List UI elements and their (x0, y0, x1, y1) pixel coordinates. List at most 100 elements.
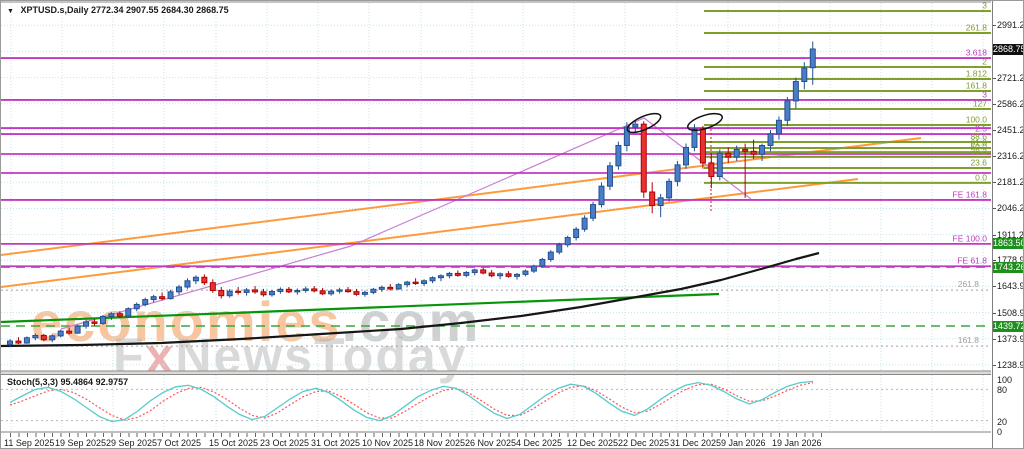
stoch-signal-line (9, 382, 814, 421)
candle (488, 269, 495, 278)
price-axis-label: 2586.20 (997, 98, 1023, 109)
time-axis-label: 31 Dec 2025 (670, 438, 722, 448)
candle (683, 143, 689, 169)
candle (623, 122, 630, 152)
stoch-scale-label: 100 (997, 375, 1013, 385)
time-axis-label: 10 Nov 2025 (362, 438, 414, 448)
time-axis-label: 18 Nov 2025 (414, 438, 466, 448)
time-axis-label: 11 Sep 2025 (4, 438, 55, 448)
candle (192, 275, 199, 285)
time-axis-label: 19 Jan 2026 (772, 438, 822, 448)
candle (252, 286, 259, 294)
candle (437, 274, 444, 282)
ohlc-values: 2772.34 2907.55 2684.30 2868.75 (91, 5, 229, 15)
price-axis-label: 1238.90 (997, 359, 1023, 370)
candle (268, 289, 275, 297)
candle (142, 297, 149, 307)
candle (792, 77, 799, 109)
stochastic-indicator-label: Stoch(5,3,3) 95.4864 92.9757 (7, 377, 129, 387)
price-axis-label: 2181.20 (997, 177, 1023, 188)
fib-level-olive-label: 38.2 (970, 146, 987, 156)
time-axis-label: 4 Dec 2025 (516, 438, 563, 448)
candle (7, 339, 13, 348)
candle (632, 120, 639, 132)
fib-level-gray-label: 161.8 (958, 335, 980, 345)
candle (125, 307, 132, 318)
candle (421, 279, 428, 287)
candle (471, 268, 478, 276)
candle (480, 267, 487, 275)
candle (277, 287, 284, 294)
candle (159, 292, 166, 301)
fib-level-gray-label: 261.8 (958, 279, 980, 289)
candle (387, 284, 394, 291)
candle (57, 329, 64, 338)
candle (311, 286, 318, 293)
candle (547, 250, 554, 262)
candle (345, 286, 351, 293)
symbol-period-label: XPTUSD.s,Daily (20, 5, 89, 15)
price-axis[interactable]: 2991.20 2721.20 2586.20 2451.20 2316.20 2181.… (992, 1, 1024, 437)
fib-expansion-magenta-label: 3 (982, 89, 987, 99)
candle (514, 273, 520, 280)
candle (336, 287, 343, 294)
candle (649, 182, 656, 214)
time-axis[interactable]: 11 Sep 2025 19 Sep 2025 29 Sep 2025 7 Oct 2… (1, 433, 991, 448)
candle (15, 337, 22, 345)
price-axis-label: 2316.20 (997, 151, 1023, 162)
fib-expansion-magenta-label: FE 161.8 (953, 189, 988, 199)
candle (226, 288, 233, 298)
candle (260, 288, 267, 297)
candle (530, 264, 537, 274)
orange-trend-channel-line (1, 137, 922, 256)
price-axis-tick (992, 313, 996, 314)
price-axis-tick (992, 25, 996, 26)
candle (209, 279, 216, 293)
fib-level-olive-label: 2 (982, 56, 987, 66)
candle (294, 288, 301, 295)
time-axis-label: 26 Nov 2025 (465, 438, 517, 448)
stoch-scale-label: 0 (997, 427, 1003, 437)
stochastic-values: 95.4864 92.9757 (60, 377, 129, 387)
candle (674, 160, 681, 187)
time-axis-label: 23 Oct 2025 (260, 438, 310, 448)
time-axis-ticks (10, 433, 822, 437)
fib-expansion-magenta-label: FE 100.0 (953, 233, 988, 243)
candle (40, 333, 47, 342)
fib-level-olive-label: 1.812 (966, 68, 988, 78)
price-axis-tick (992, 104, 996, 105)
candle (573, 226, 580, 241)
black-moving-average (1, 251, 820, 348)
candle (505, 271, 512, 278)
candle (361, 290, 368, 297)
chart-title: ▼ XPTUSD.s,Daily 2772.34 2907.55 2684.30… (7, 5, 229, 15)
candle (657, 193, 664, 218)
candle (497, 272, 504, 280)
price-axis-tick (992, 286, 996, 287)
time-axis-label: 22 Dec 2025 (618, 438, 670, 448)
stoch-main-line (9, 380, 814, 423)
price-marker-black: 2868.75 (993, 43, 1024, 55)
candle (83, 319, 90, 329)
price-axis-tick (992, 339, 996, 340)
panel-splitter (1, 371, 991, 375)
price-axis-label: 1778.90 (997, 255, 1023, 266)
candle (742, 143, 749, 198)
candle (446, 271, 453, 279)
candle (463, 271, 470, 278)
candle (319, 287, 326, 296)
collapse-indicator-icon[interactable]: ▼ (7, 8, 14, 15)
candle (809, 41, 816, 85)
annotation-ellipse (687, 112, 723, 132)
candle (801, 62, 808, 90)
fib-level-olive-label: 50.0 (970, 142, 987, 152)
candle (91, 318, 98, 326)
candle (767, 129, 774, 152)
fib-level-olive-label: 161.8 (966, 81, 988, 91)
fib-level-olive-label: 127 (973, 99, 987, 109)
candle (699, 126, 706, 169)
candle (556, 242, 563, 255)
candle (581, 215, 588, 232)
candle (784, 97, 791, 127)
